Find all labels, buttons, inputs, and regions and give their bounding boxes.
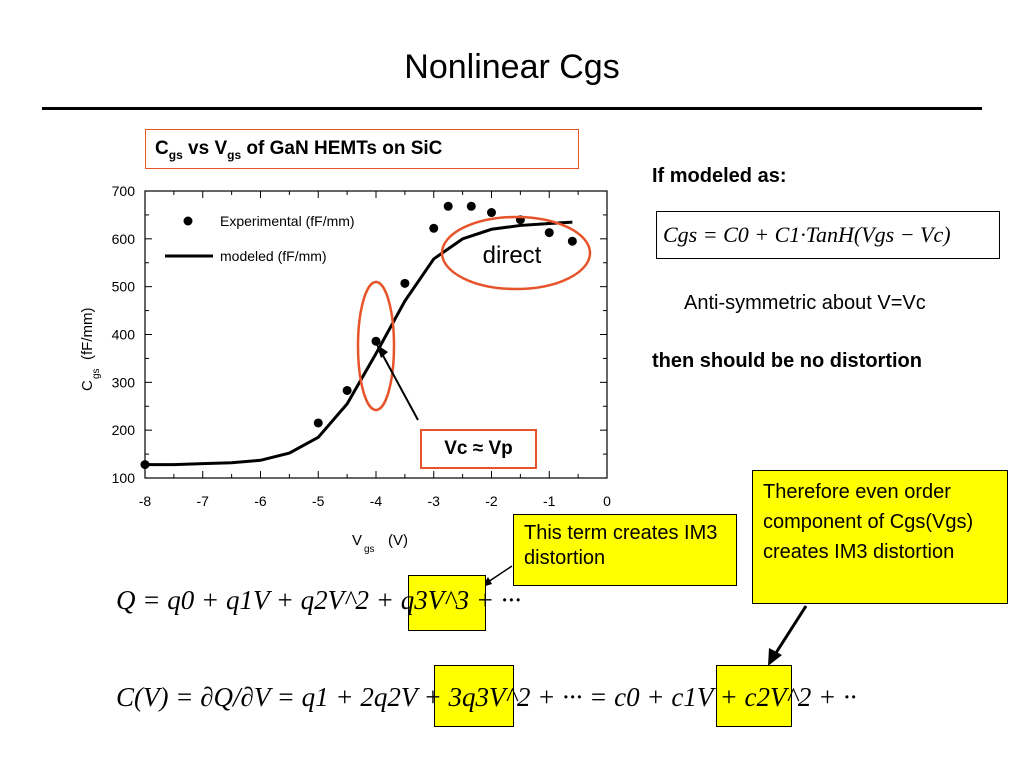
experimental-point (140, 460, 150, 470)
vc-arrow (379, 349, 419, 421)
im3-callout: This term creates IM3 distortion (513, 514, 737, 586)
even-order-callout: Therefore even order component of Cgs(Vg… (752, 470, 1008, 604)
c2-highlight (716, 665, 792, 727)
experimental-point (429, 223, 439, 233)
vc-vp-label: Vc ≈ Vp (420, 429, 537, 469)
chart-title: Cgs vs Vgs of GaN HEMTs on SiC (145, 129, 579, 169)
even-arrow (772, 605, 808, 657)
chart-title-main: C (155, 138, 169, 159)
y-tick-label: 500 (112, 279, 136, 295)
3q3-highlight (434, 665, 514, 727)
experimental-point (313, 418, 323, 428)
experimental-point (544, 228, 554, 238)
x-tick-label: -5 (312, 493, 325, 509)
experimental-point (466, 201, 476, 211)
experimental-point (371, 336, 381, 346)
x-axis-label: V (352, 532, 362, 549)
vc-arrowhead (376, 344, 388, 358)
chart-title-sub1: gs (168, 147, 183, 162)
x-tick-label: -1 (543, 493, 556, 509)
model-equation: Cgs = C0 + C1·TanH(Vgs − Vc) (656, 211, 1000, 259)
y-tick-label: 200 (112, 422, 136, 438)
q3-highlight (408, 575, 486, 631)
experimental-point (443, 201, 453, 211)
slide-title: Nonlinear Cgs (404, 48, 620, 86)
experimental-point (400, 278, 410, 288)
plot-frame (144, 190, 608, 479)
legend-label-modeled: modeled (fF/mm) (220, 248, 327, 264)
experimental-point (342, 385, 352, 395)
y-tick-label: 600 (112, 231, 136, 247)
chart-title-sub2: gs (227, 147, 242, 162)
direct-ellipse (440, 215, 592, 291)
modeled-heading: If modeled as: (652, 165, 787, 187)
vc-ellipse (356, 280, 396, 412)
experimental-point (487, 208, 496, 218)
legend-marker-experimental (183, 216, 193, 226)
capacitance-equation: C(V) = ∂Q/∂V = q1 + 2q2V + 3q3V^2 + ··· … (116, 682, 857, 712)
charge-equation: Q = q0 + q1V + q2V^2 + q3V^3 + ··· (116, 585, 522, 615)
im3-arrow (487, 565, 513, 583)
title-divider (42, 107, 982, 110)
x-tick-label: 0 (603, 493, 611, 509)
x-tick-label: -4 (370, 493, 383, 509)
direct-label: direct (483, 242, 542, 269)
y-axis-label-unit: (fF/mm) (79, 308, 96, 360)
x-tick-label: -2 (485, 493, 498, 509)
y-axis-label-sub: gs (91, 368, 102, 379)
y-tick-label: 100 (112, 470, 136, 486)
y-tick-label: 300 (112, 374, 136, 390)
even-arrowhead (768, 648, 782, 666)
y-tick-label: 700 (112, 183, 136, 199)
chart-title-mid: vs V (182, 138, 228, 159)
x-tick-label: -8 (139, 493, 152, 509)
y-axis-label: C (79, 380, 96, 391)
y-tick-label: 400 (112, 327, 136, 343)
anti-symmetric-text: Anti-symmetric about V=Vc (684, 292, 926, 314)
x-axis-label-sub: gs (364, 544, 375, 555)
x-tick-label: -3 (428, 493, 441, 509)
x-tick-label: -6 (254, 493, 267, 509)
experimental-point (567, 236, 577, 246)
legend-label-experimental: Experimental (fF/mm) (220, 213, 355, 229)
x-axis-label-unit: (V) (388, 532, 408, 549)
x-tick-label: -7 (197, 493, 210, 509)
chart-title-end: of GaN HEMTs on SiC (241, 138, 443, 159)
no-distortion-text: then should be no distortion (652, 350, 922, 372)
